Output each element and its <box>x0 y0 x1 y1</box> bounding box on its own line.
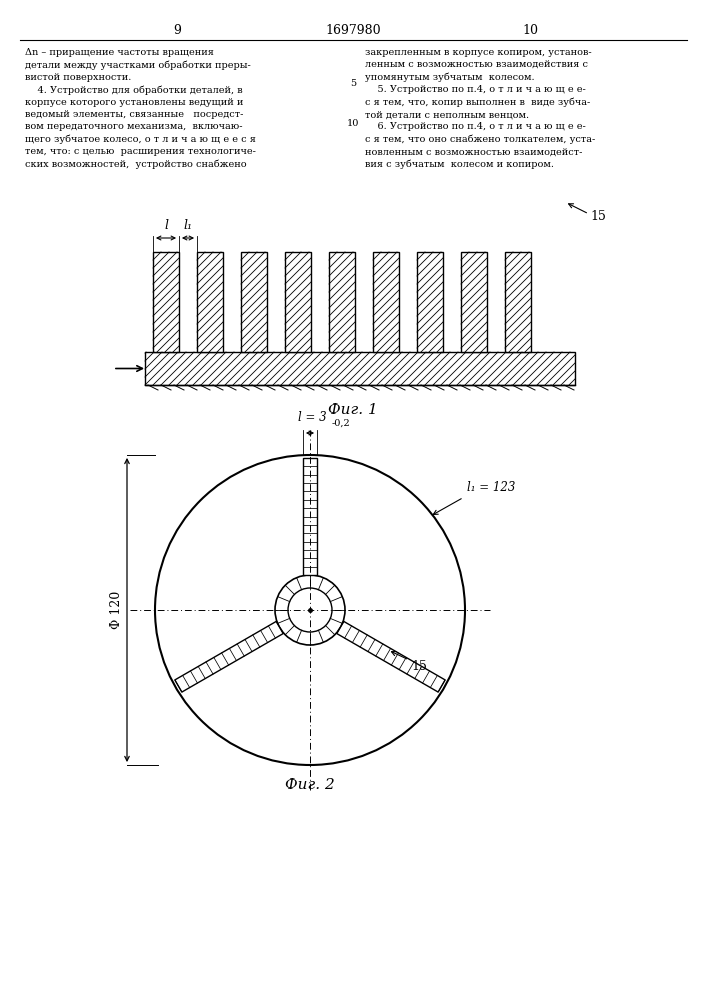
Text: l: l <box>164 219 168 232</box>
Text: Фиг. 2: Фиг. 2 <box>285 778 335 792</box>
Polygon shape <box>303 458 317 575</box>
Text: Фиг. 1: Фиг. 1 <box>328 403 378 417</box>
Polygon shape <box>197 252 223 352</box>
Text: 15: 15 <box>590 211 606 224</box>
Text: Φ 120: Φ 120 <box>110 591 124 629</box>
Text: 9: 9 <box>173 23 181 36</box>
Text: l = 3: l = 3 <box>298 411 327 424</box>
Text: 10: 10 <box>347 119 359 128</box>
Polygon shape <box>337 621 445 692</box>
Polygon shape <box>505 252 531 352</box>
Polygon shape <box>461 252 487 352</box>
Text: 10: 10 <box>522 23 538 36</box>
Polygon shape <box>153 252 179 352</box>
Text: 15: 15 <box>411 660 427 673</box>
Text: закрепленным в корпусе копиром, установ-
ленным с возможностью взаимодействия с
: закрепленным в корпусе копиром, установ-… <box>365 48 595 169</box>
Polygon shape <box>417 252 443 352</box>
Text: 1697980: 1697980 <box>325 23 381 36</box>
Text: 5: 5 <box>350 80 356 89</box>
Polygon shape <box>175 621 284 692</box>
Polygon shape <box>145 352 575 385</box>
Polygon shape <box>285 252 311 352</box>
Text: l₁: l₁ <box>184 219 192 232</box>
Text: Δn – приращение частоты вращения
детали между участками обработки преры-
вистой : Δn – приращение частоты вращения детали … <box>25 48 256 169</box>
Polygon shape <box>373 252 399 352</box>
Text: -0,2: -0,2 <box>332 419 351 428</box>
Polygon shape <box>241 252 267 352</box>
Text: l₁ = 123: l₁ = 123 <box>467 481 515 494</box>
Polygon shape <box>329 252 355 352</box>
